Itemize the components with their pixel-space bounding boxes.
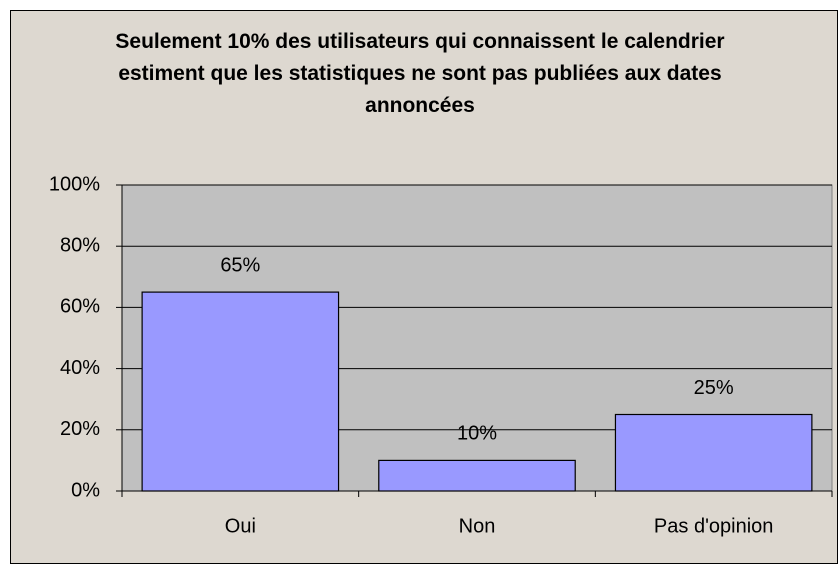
data-label: 10% <box>457 423 497 445</box>
bar <box>614 413 813 492</box>
y-tick-label: 60% <box>60 296 100 318</box>
data-label: 25% <box>694 377 734 399</box>
chart-title: Seulement 10% des utilisateurs qui conna… <box>115 30 725 117</box>
y-tick-label: 100% <box>49 173 100 195</box>
y-tick-label: 0% <box>71 479 100 501</box>
y-tick-label: 40% <box>60 357 100 379</box>
x-tick-label: Non <box>459 515 496 537</box>
x-tick-label: Oui <box>225 515 256 537</box>
bar <box>378 459 576 492</box>
y-tick-label: 80% <box>60 234 100 256</box>
x-tick-label: Pas d'opinion <box>654 515 773 537</box>
data-label: 65% <box>220 254 260 276</box>
y-tick-label: 20% <box>60 418 100 440</box>
bar <box>141 291 340 492</box>
